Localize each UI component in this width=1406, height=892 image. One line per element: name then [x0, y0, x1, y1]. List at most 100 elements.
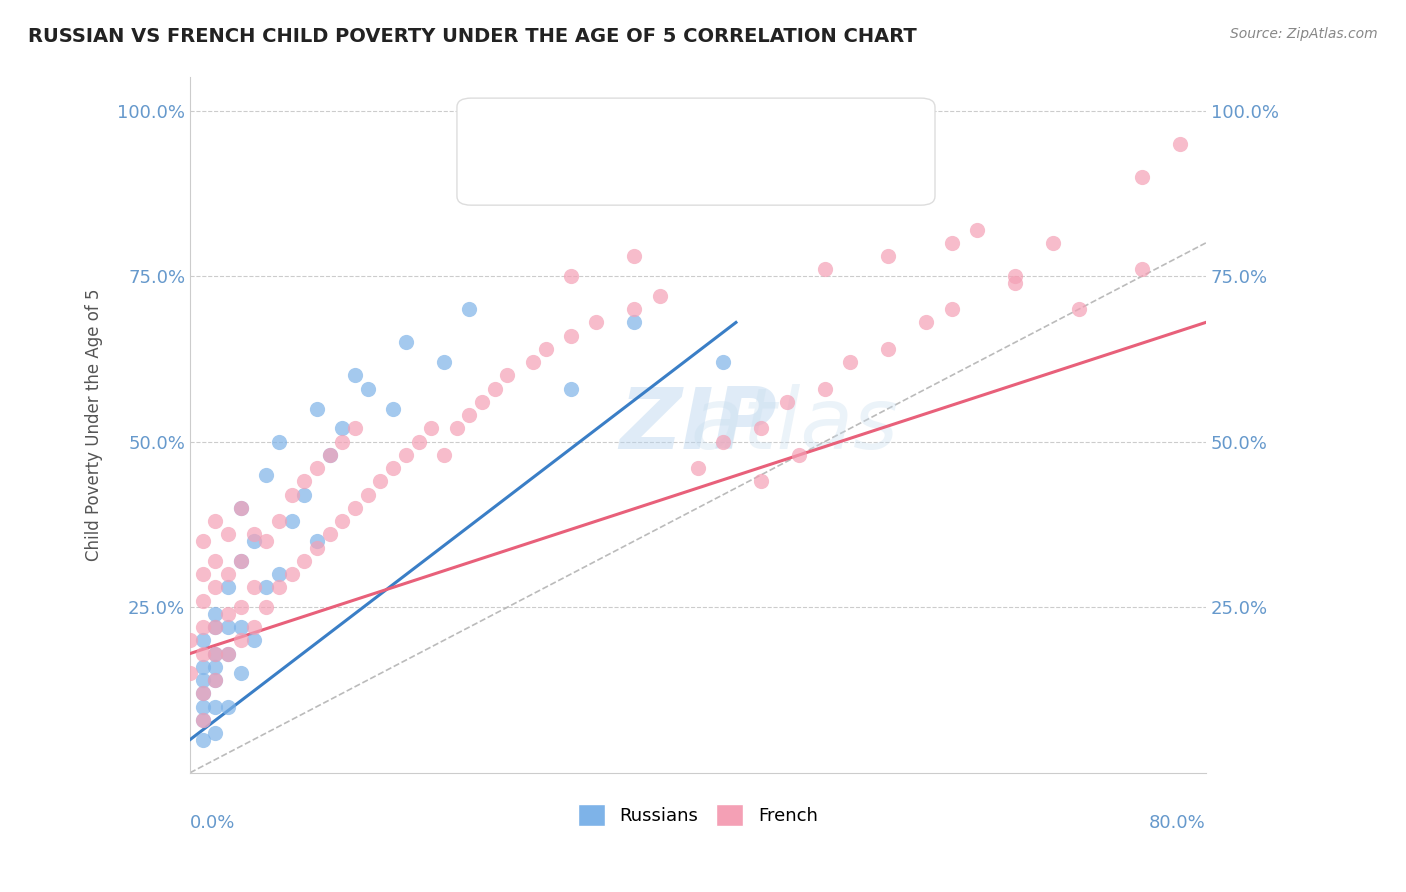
Point [776, 395, 799, 409]
Point [242, 633, 264, 648]
Point [623, 315, 645, 329]
Point [344, 368, 367, 383]
Point [305, 461, 328, 475]
Point [204, 607, 226, 621]
Point [1004, 269, 1026, 284]
Text: 0.0%: 0.0% [190, 814, 235, 832]
Point [749, 475, 772, 489]
Point [292, 475, 315, 489]
Point [204, 660, 226, 674]
Point [332, 421, 354, 435]
Text: R =  0.519: R = 0.519 [548, 164, 652, 182]
Point [204, 647, 226, 661]
Point [254, 580, 277, 594]
Point [711, 355, 734, 369]
Point [191, 633, 214, 648]
Point [217, 699, 239, 714]
Point [242, 620, 264, 634]
Point [522, 355, 544, 369]
Point [267, 434, 290, 449]
Point [877, 249, 900, 263]
Point [217, 607, 239, 621]
FancyBboxPatch shape [477, 158, 544, 189]
Text: atlas: atlas [690, 384, 898, 467]
Point [204, 554, 226, 568]
Point [318, 527, 340, 541]
Point [344, 500, 367, 515]
Point [191, 732, 214, 747]
Point [254, 600, 277, 615]
Point [941, 302, 963, 317]
Point [332, 434, 354, 449]
Point [357, 488, 380, 502]
Point [229, 666, 252, 681]
Point [229, 633, 252, 648]
Text: R =  0.546: R = 0.546 [548, 124, 652, 142]
Point [217, 580, 239, 594]
Point [191, 686, 214, 700]
Point [623, 302, 645, 317]
Point [179, 633, 201, 648]
Point [204, 620, 226, 634]
Point [623, 249, 645, 263]
Point [191, 533, 214, 548]
Point [204, 673, 226, 687]
Text: Source: ZipAtlas.com: Source: ZipAtlas.com [1230, 27, 1378, 41]
Point [305, 541, 328, 555]
Point [749, 421, 772, 435]
Point [370, 475, 392, 489]
Point [395, 335, 418, 350]
Point [280, 488, 302, 502]
Point [254, 533, 277, 548]
Point [382, 401, 405, 416]
Text: 80.0%: 80.0% [1149, 814, 1206, 832]
Point [814, 382, 837, 396]
Point [686, 461, 709, 475]
Point [915, 315, 938, 329]
Point [191, 647, 214, 661]
Point [560, 382, 582, 396]
Point [217, 527, 239, 541]
Point [191, 673, 214, 687]
Point [229, 500, 252, 515]
Point [1168, 136, 1191, 151]
Point [191, 686, 214, 700]
Point [484, 382, 506, 396]
Point [191, 620, 214, 634]
Point [179, 666, 201, 681]
Point [204, 514, 226, 528]
Point [560, 269, 582, 284]
Point [217, 647, 239, 661]
Text: N = 43: N = 43 [717, 124, 785, 142]
Point [344, 421, 367, 435]
Point [204, 580, 226, 594]
Point [382, 461, 405, 475]
Point [292, 554, 315, 568]
Point [217, 620, 239, 634]
Point [941, 235, 963, 250]
Point [560, 328, 582, 343]
Point [229, 554, 252, 568]
Point [204, 673, 226, 687]
Point [1042, 235, 1064, 250]
Point [966, 223, 988, 237]
Point [446, 421, 468, 435]
Point [204, 647, 226, 661]
Point [217, 647, 239, 661]
Point [267, 580, 290, 594]
Point [814, 262, 837, 277]
Point [1067, 302, 1090, 317]
Point [496, 368, 519, 383]
Point [1130, 169, 1153, 184]
Point [1130, 262, 1153, 277]
Point [191, 593, 214, 607]
Point [318, 448, 340, 462]
Y-axis label: Child Poverty Under the Age of 5: Child Poverty Under the Age of 5 [86, 289, 103, 561]
Point [534, 342, 557, 356]
Point [433, 355, 456, 369]
Point [408, 434, 430, 449]
Point [585, 315, 607, 329]
Point [420, 421, 443, 435]
Point [254, 467, 277, 482]
Point [789, 448, 811, 462]
